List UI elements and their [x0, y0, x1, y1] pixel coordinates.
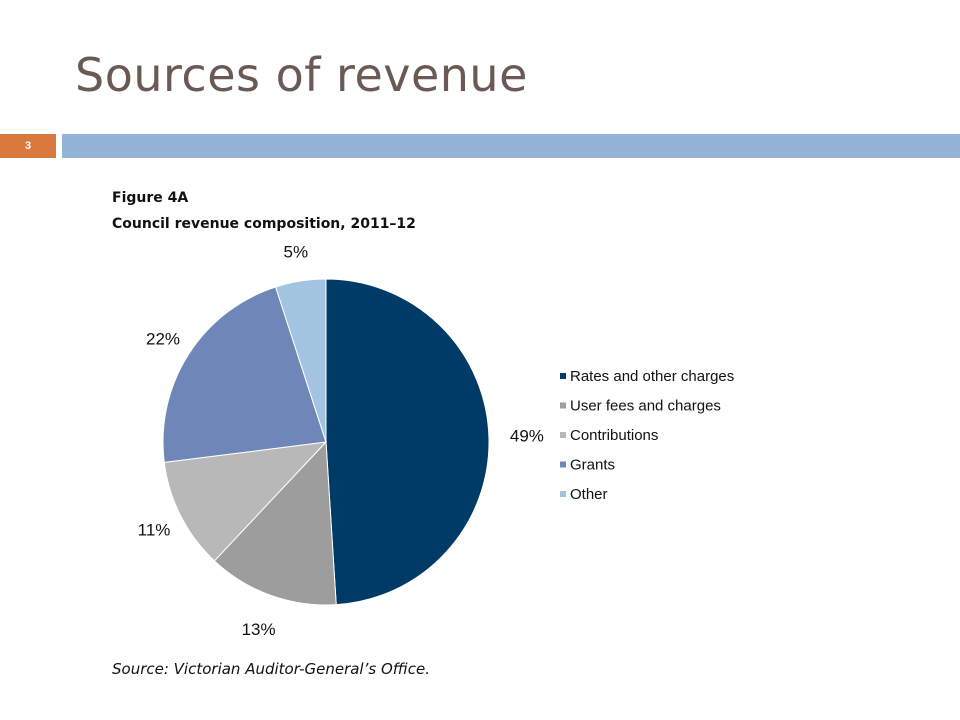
header-bar: [62, 134, 960, 158]
pie-slice-user-fees-and-charges: [213, 440, 337, 606]
legend-swatch: [560, 402, 566, 409]
pie-slices: [162, 278, 490, 606]
pie-slice-rates-and-other-charges: [325, 278, 490, 606]
pie-slice-label: 49%: [510, 427, 544, 446]
figure-label: Figure 4A: [112, 190, 189, 206]
slide-number: 3: [0, 134, 56, 158]
legend-entry: Contributions: [570, 427, 658, 444]
chart-legend: Rates and other charges User fees and cha…: [560, 368, 734, 503]
legend-entry: Grants: [570, 457, 615, 474]
legend-swatch: [560, 432, 566, 438]
slide-title: Sources of revenue: [75, 48, 528, 102]
figure-source: Source: Victorian Auditor-General’s Offi…: [112, 660, 430, 678]
pie-chart: 49% 13% 11% 22% 5% Rates and other charges Us…: [138, 242, 735, 639]
legend-swatch: [560, 373, 566, 379]
legend-entry: Rates and other charges: [570, 368, 734, 385]
pie-slice-label: 22%: [146, 330, 180, 349]
figure-caption: Council revenue composition, 2011–12: [112, 216, 416, 232]
legend-swatch: [560, 461, 566, 468]
legend-entry: User fees and charges: [570, 398, 721, 415]
pie-slice-grants: [162, 286, 327, 463]
pie-slice-label: 13%: [242, 620, 276, 639]
pie-slice-contributions: [163, 441, 328, 562]
legend-entry: Other: [570, 486, 608, 503]
pie-slice-other: [274, 278, 327, 443]
pie-slice-labels: 49% 13% 11% 22% 5%: [138, 242, 544, 639]
pie-slice-label: 5%: [284, 242, 309, 261]
pie-slice-label: 11%: [138, 521, 171, 540]
legend-swatch: [560, 491, 566, 497]
